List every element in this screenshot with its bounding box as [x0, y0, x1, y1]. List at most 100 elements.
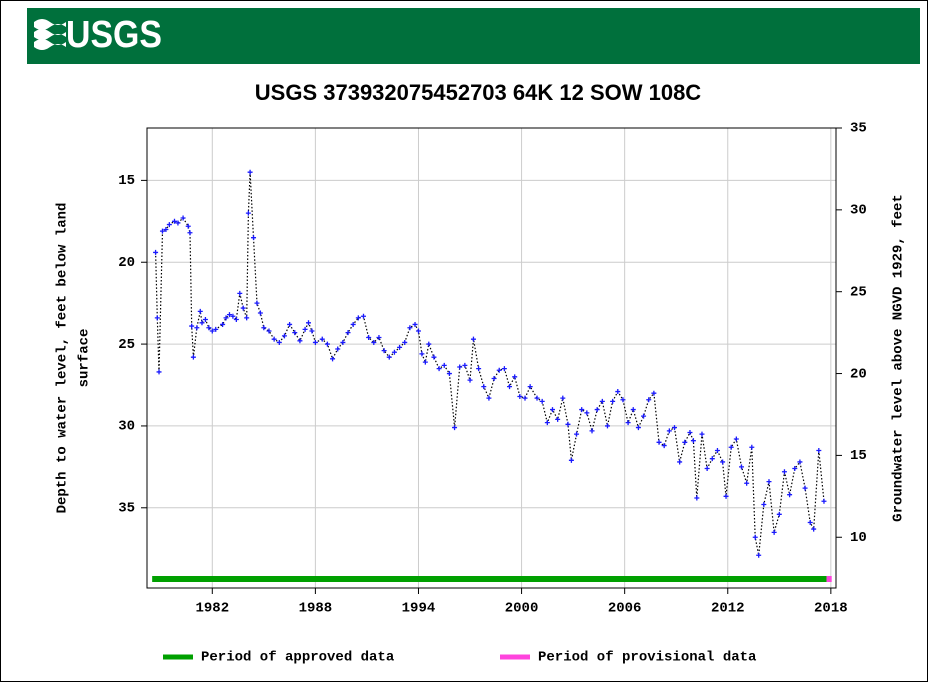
- data-point: [185, 223, 191, 229]
- data-point: [355, 315, 361, 321]
- x-tick-label: 2000: [505, 601, 539, 617]
- data-point: [568, 457, 574, 463]
- y2-tick-label: 25: [850, 284, 867, 300]
- data-point: [237, 290, 243, 296]
- data-point: [187, 230, 193, 236]
- data-point: [507, 384, 513, 390]
- data-point: [579, 407, 585, 413]
- legend-label: Period of provisional data: [538, 650, 757, 666]
- data-point: [340, 339, 346, 345]
- data-point: [381, 348, 387, 354]
- data-point: [656, 439, 662, 445]
- x-tick-label: 2018: [814, 601, 848, 617]
- data-point: [714, 447, 720, 453]
- data-point: [534, 395, 540, 401]
- data-point: [733, 436, 739, 442]
- data-point: [517, 393, 523, 399]
- data-point: [415, 328, 421, 334]
- data-point: [522, 395, 528, 401]
- data-point: [431, 354, 437, 360]
- data-point: [230, 313, 236, 319]
- data-point: [651, 390, 657, 396]
- data-point: [666, 428, 672, 434]
- y2-tick-label: 15: [850, 448, 867, 464]
- data-point: [402, 339, 408, 345]
- y2-tick-label: 30: [850, 203, 867, 219]
- data-point: [781, 469, 787, 475]
- data-point: [615, 389, 621, 395]
- data-point: [244, 315, 250, 321]
- data-point: [276, 339, 282, 345]
- data-point: [574, 431, 580, 437]
- data-point: [807, 520, 813, 526]
- data-point: [539, 398, 545, 404]
- x-tick-label: 2006: [608, 601, 642, 617]
- data-point: [646, 397, 652, 403]
- data-point: [350, 321, 356, 327]
- data-point: [233, 317, 239, 323]
- data-point: [549, 407, 555, 413]
- data-point: [245, 210, 251, 216]
- data-point: [426, 341, 432, 347]
- data-point: [527, 384, 533, 390]
- data-point: [297, 338, 303, 344]
- y2-tick-label: 10: [850, 530, 867, 546]
- data-point: [407, 325, 413, 331]
- x-tick-label: 1982: [195, 601, 229, 617]
- data-point: [720, 459, 726, 465]
- data-point: [319, 336, 325, 342]
- data-point: [723, 493, 729, 499]
- x-tick-label: 1994: [402, 601, 436, 617]
- data-point: [154, 315, 160, 321]
- data-point: [190, 354, 196, 360]
- data-point: [335, 346, 341, 352]
- data-point: [752, 534, 758, 540]
- data-point: [345, 330, 351, 336]
- data-point: [287, 321, 293, 327]
- data-point: [175, 220, 181, 226]
- x-tick-label: 1988: [299, 601, 333, 617]
- logo-waves: [34, 19, 66, 50]
- chart-title: USGS 373932075452703 64K 12 SOW 108C: [255, 80, 702, 105]
- data-point: [486, 395, 492, 401]
- data-point: [625, 420, 631, 426]
- data-point: [457, 364, 463, 370]
- data-point: [189, 323, 195, 329]
- data-point: [560, 395, 566, 401]
- data-point: [312, 339, 318, 345]
- data-point: [213, 326, 219, 332]
- data-point: [761, 502, 767, 508]
- data-point: [555, 416, 561, 422]
- data-point: [470, 336, 476, 342]
- data-point: [397, 344, 403, 350]
- data-point: [565, 421, 571, 427]
- data-point: [220, 321, 226, 327]
- y2-tick-label: 35: [850, 121, 867, 137]
- data-point: [306, 320, 312, 326]
- data-point: [584, 410, 590, 416]
- y2-axis-label: Groundwater level above NGVD 1929, feet: [891, 194, 907, 522]
- data-point: [699, 431, 705, 437]
- data-point: [641, 413, 647, 419]
- plot-frame: [146, 127, 837, 589]
- data-point: [610, 398, 616, 404]
- data-point: [496, 367, 502, 373]
- data-point: [371, 339, 377, 345]
- data-point: [209, 328, 215, 334]
- data-point: [682, 439, 688, 445]
- data-point: [240, 305, 246, 311]
- y2-tick-label: 20: [850, 366, 867, 382]
- data-point: [821, 498, 827, 504]
- data-point: [436, 366, 442, 372]
- data-point: [704, 465, 710, 471]
- data-point: [247, 169, 253, 175]
- data-point: [166, 222, 172, 228]
- data-point: [226, 312, 232, 318]
- y-tick-label: 35: [118, 500, 135, 516]
- data-point: [501, 366, 507, 372]
- data-point: [728, 444, 734, 450]
- data-point: [324, 341, 330, 347]
- data-point: [687, 429, 693, 435]
